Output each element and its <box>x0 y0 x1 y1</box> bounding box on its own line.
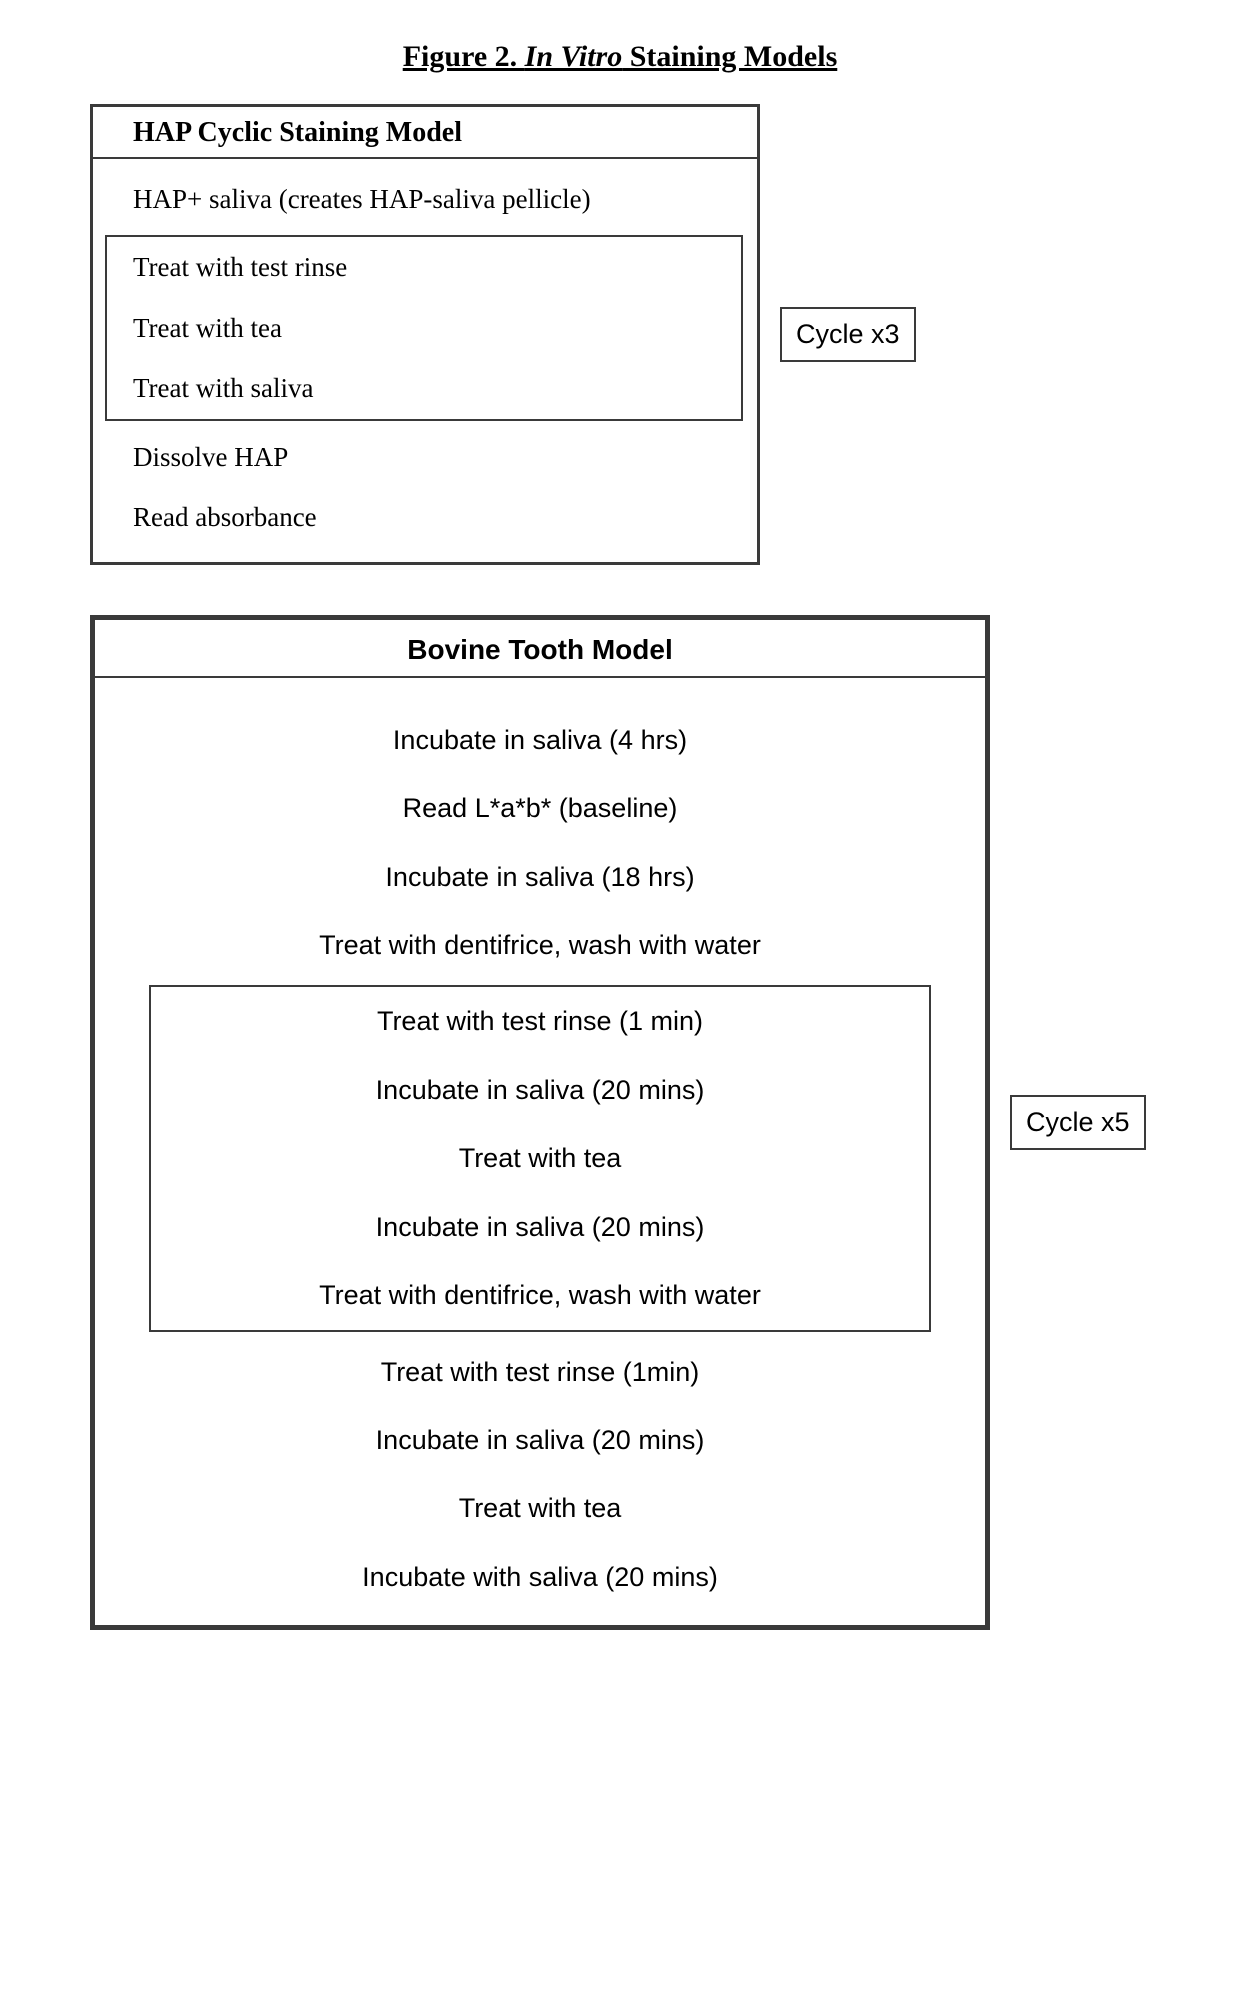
hap-cycle-step: Treat with saliva <box>107 358 741 418</box>
bovine-cycle-label: Cycle x5 <box>1010 1095 1146 1150</box>
hap-panel-header: HAP Cyclic Staining Model <box>93 107 757 159</box>
bovine-step: Treat with test rinse (1min) <box>109 1338 971 1406</box>
bovine-step: Incubate with saliva (20 mins) <box>109 1543 971 1611</box>
bovine-cycle-step: Treat with test rinse (1 min) <box>151 987 929 1055</box>
hap-panel-body: HAP+ saliva (creates HAP-saliva pellicle… <box>93 159 757 562</box>
bovine-panel-wrap: Bovine Tooth Model Incubate in saliva (4… <box>50 615 990 1631</box>
bovine-step: Incubate in saliva (4 hrs) <box>109 706 971 774</box>
bovine-step: Incubate in saliva (20 mins) <box>109 1406 971 1474</box>
hap-cycle-label: Cycle x3 <box>780 307 916 362</box>
hap-cycle-step: Treat with tea <box>107 298 741 358</box>
bovine-step: Incubate in saliva (18 hrs) <box>109 843 971 911</box>
bovine-step: Treat with tea <box>109 1474 971 1542</box>
hap-step: Read absorbance <box>107 487 743 547</box>
bovine-cycle-step: Treat with tea <box>151 1124 929 1192</box>
figure-title-italic: In Vitro <box>525 40 623 73</box>
hap-cycle-box: Treat with test rinse Treat with tea Tre… <box>105 235 743 420</box>
figure-title: Figure 2. In Vitro Staining Models <box>50 40 1190 74</box>
hap-step: Dissolve HAP <box>107 427 743 487</box>
hap-step: HAP+ saliva (creates HAP-saliva pellicle… <box>107 169 743 229</box>
hap-cycle-step: Treat with test rinse <box>107 237 741 297</box>
bovine-cycle-box: Treat with test rinse (1 min) Incubate i… <box>149 985 931 1331</box>
bovine-panel: Bovine Tooth Model Incubate in saliva (4… <box>90 615 990 1631</box>
bovine-step: Read L*a*b* (baseline) <box>109 774 971 842</box>
hap-panel-wrap: HAP Cyclic Staining Model HAP+ saliva (c… <box>50 104 760 565</box>
figure-title-prefix: Figure 2. <box>403 40 525 73</box>
bovine-row: Bovine Tooth Model Incubate in saliva (4… <box>50 615 1190 1631</box>
bovine-cycle-step: Incubate in saliva (20 mins) <box>151 1193 929 1261</box>
bovine-step: Treat with dentifrice, wash with water <box>109 911 971 979</box>
hap-row: HAP Cyclic Staining Model HAP+ saliva (c… <box>50 104 1190 565</box>
bovine-cycle-step: Incubate in saliva (20 mins) <box>151 1056 929 1124</box>
bovine-panel-body: Incubate in saliva (4 hrs) Read L*a*b* (… <box>95 678 985 1626</box>
bovine-panel-header: Bovine Tooth Model <box>95 620 985 678</box>
hap-panel: HAP Cyclic Staining Model HAP+ saliva (c… <box>90 104 760 565</box>
bovine-cycle-step: Treat with dentifrice, wash with water <box>151 1261 929 1329</box>
figure-title-suffix: Staining Models <box>622 40 837 73</box>
